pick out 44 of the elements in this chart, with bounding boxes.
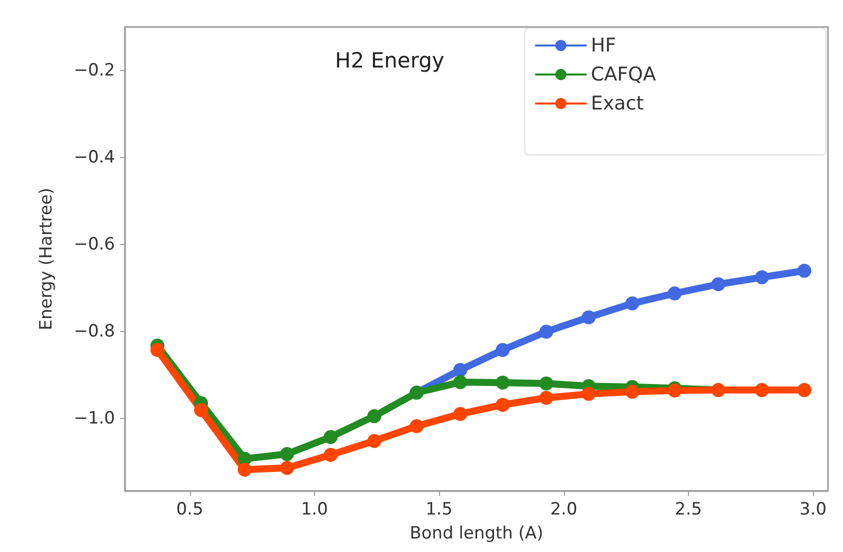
point	[150, 342, 164, 357]
point	[582, 386, 596, 401]
point	[625, 384, 640, 399]
point	[496, 342, 510, 357]
point	[539, 324, 554, 339]
point	[582, 310, 596, 324]
legend-label: CAFQA	[590, 64, 656, 86]
point	[324, 448, 338, 462]
point	[539, 376, 554, 390]
point	[668, 286, 682, 300]
x-tick-label: 1.5	[426, 500, 453, 520]
point	[280, 460, 294, 475]
point	[539, 390, 554, 405]
point	[324, 430, 338, 444]
legend-label: Exact	[590, 92, 644, 114]
point	[367, 434, 382, 448]
point	[410, 419, 424, 434]
point	[367, 409, 382, 424]
point	[711, 277, 726, 292]
point	[238, 462, 252, 477]
point	[194, 403, 208, 418]
y-axis-title: Energy (Hartree)	[36, 188, 56, 330]
x-tick-label: 1.0	[300, 500, 328, 520]
point	[754, 270, 769, 284]
point	[496, 398, 510, 412]
text: H2 Energy	[335, 48, 444, 72]
point	[453, 375, 468, 390]
y-tick-label: −0.8	[74, 322, 115, 342]
x-tick-label: 2.0	[550, 500, 578, 520]
x-tick-label: 2.5	[674, 500, 702, 520]
point	[797, 264, 812, 278]
x-tick-label: 0.5	[176, 500, 204, 520]
point	[453, 406, 468, 421]
point	[496, 376, 510, 390]
y-tick-label: −0.6	[74, 234, 115, 255]
x-axis-title: Bond length (A)	[410, 524, 544, 544]
point	[625, 296, 640, 310]
point	[280, 447, 294, 461]
y-tick-label: −0.4	[74, 148, 115, 168]
legend-label: HF	[590, 34, 616, 56]
y-tick-label: −0.2	[74, 60, 115, 81]
y-tick-label: −1.0	[74, 408, 115, 429]
x-tick-label: 3.0	[800, 500, 827, 520]
point	[453, 363, 468, 377]
